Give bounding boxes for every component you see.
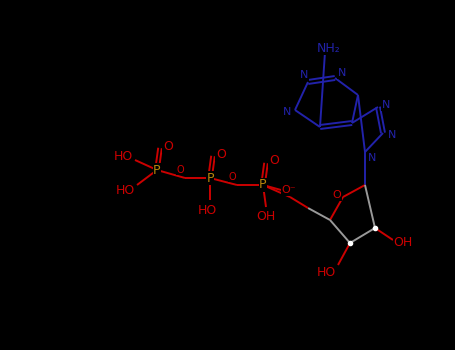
Text: OH: OH	[256, 210, 276, 224]
Text: NH₂: NH₂	[317, 42, 341, 55]
Text: O: O	[228, 172, 236, 182]
Text: HO: HO	[113, 150, 132, 163]
Text: N: N	[382, 100, 390, 110]
Text: N: N	[283, 107, 291, 117]
Text: P: P	[206, 172, 214, 184]
Text: O: O	[283, 184, 293, 194]
Text: O: O	[269, 154, 279, 168]
Text: N: N	[300, 70, 308, 80]
Text: O: O	[333, 190, 341, 200]
Text: HO: HO	[316, 266, 336, 280]
Text: O⁻: O⁻	[282, 185, 296, 195]
Text: HO: HO	[197, 203, 217, 217]
Text: N: N	[368, 153, 376, 163]
Text: P: P	[153, 163, 161, 176]
Text: O: O	[163, 140, 173, 153]
Text: N: N	[338, 68, 346, 78]
Text: N: N	[388, 130, 396, 140]
Text: O: O	[216, 147, 226, 161]
Text: P: P	[259, 178, 267, 191]
Text: OH: OH	[394, 237, 413, 250]
Text: HO: HO	[116, 183, 135, 196]
Text: O: O	[176, 165, 184, 175]
